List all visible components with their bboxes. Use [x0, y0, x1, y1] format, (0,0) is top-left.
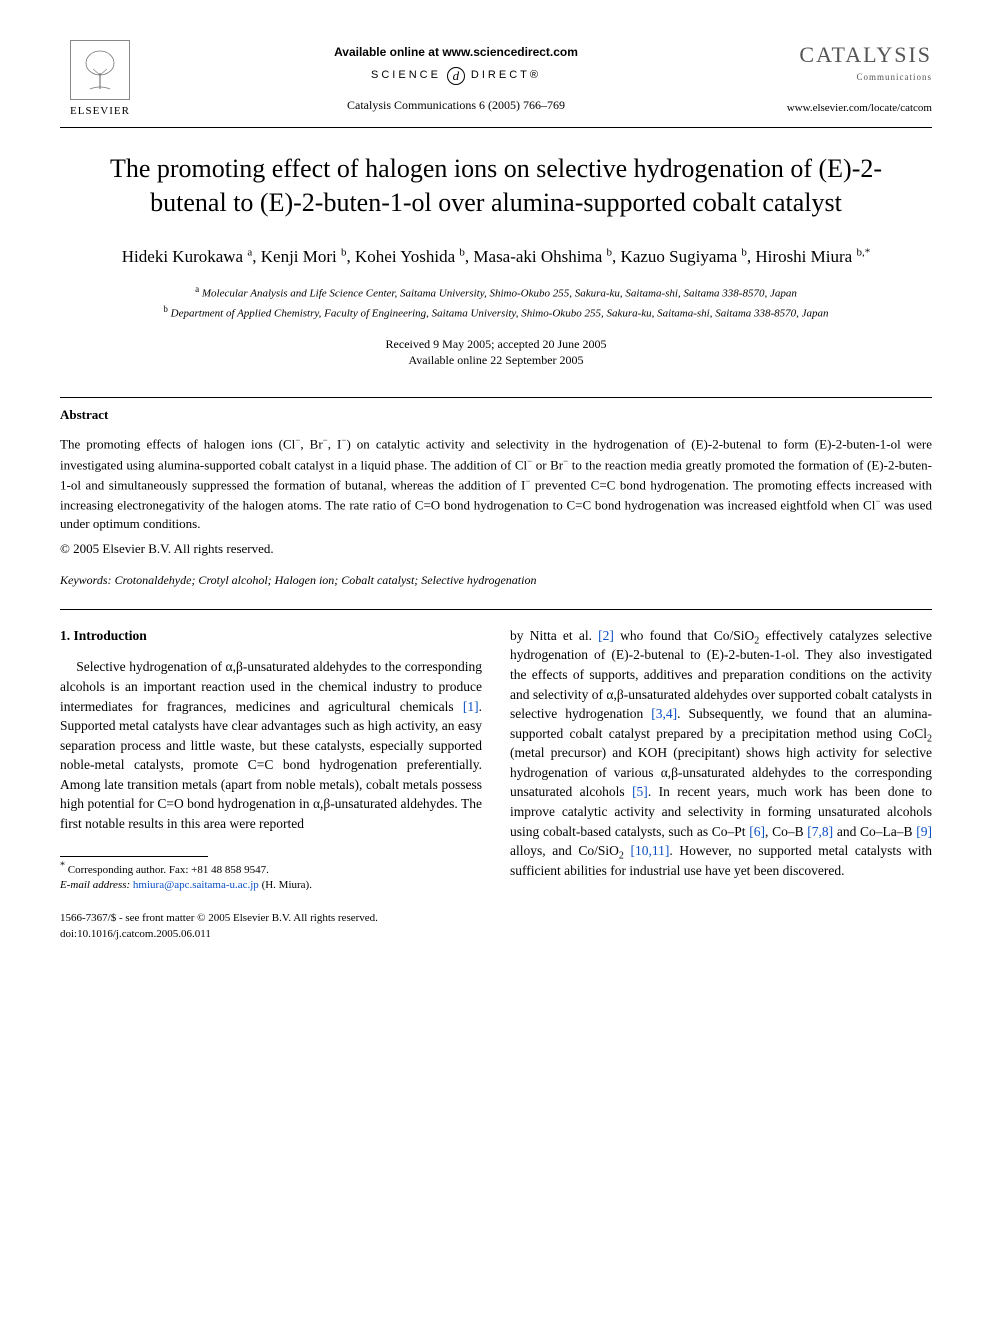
abstract-heading: Abstract — [60, 406, 932, 424]
abstract-text: The promoting effects of halogen ions (C… — [60, 434, 932, 534]
sd-d-icon: d — [447, 67, 465, 85]
body-columns: 1. Introduction Selective hydrogenation … — [60, 626, 932, 893]
footnote-rule — [60, 856, 208, 857]
journal-logo: CATALYSIS Communications www.elsevier.co… — [772, 40, 932, 117]
article-title: The promoting effect of halogen ions on … — [100, 152, 892, 220]
abstract-copyright: © 2005 Elsevier B.V. All rights reserved… — [60, 540, 932, 558]
publisher-name: ELSEVIER — [70, 104, 130, 119]
corr-email[interactable]: hmiura@apc.saitama-u.ac.jp — [133, 879, 259, 891]
corr-author-line: * Corresponding author. Fax: +81 48 858 … — [60, 863, 482, 878]
affiliations: a Molecular Analysis and Life Science Ce… — [60, 283, 932, 321]
available-online-text: Available online at www.sciencedirect.co… — [140, 44, 772, 61]
header-rule — [60, 127, 932, 128]
elsevier-tree-icon — [70, 40, 130, 100]
sciencedirect-logo: SCIENCE d DIRECT® — [140, 67, 772, 85]
corr-email-who: (H. Miura). — [262, 879, 312, 891]
keywords: Keywords: Crotonaldehyde; Crotyl alcohol… — [60, 572, 932, 589]
footer-doi: doi:10.1016/j.catcom.2005.06.011 — [60, 927, 932, 942]
abstract-bottom-rule — [60, 609, 932, 610]
header-center: Available online at www.sciencedirect.co… — [140, 40, 772, 114]
authors: Hideki Kurokawa a, Kenji Mori b, Kohei Y… — [60, 244, 932, 270]
intro-para-right: by Nitta et al. [2] who found that Co/Si… — [510, 626, 932, 880]
publisher-logo: ELSEVIER — [60, 40, 140, 119]
keywords-label: Keywords: — [60, 573, 112, 587]
page-header: ELSEVIER Available online at www.science… — [60, 40, 932, 119]
affiliation-a: a Molecular Analysis and Life Science Ce… — [60, 283, 932, 302]
article-dates: Received 9 May 2005; accepted 20 June 20… — [60, 336, 932, 370]
journal-url: www.elsevier.com/locate/catcom — [772, 101, 932, 116]
intro-heading: 1. Introduction — [60, 626, 482, 646]
sd-left: SCIENCE — [371, 68, 441, 83]
sd-right: DIRECT® — [471, 68, 541, 83]
abstract-top-rule — [60, 397, 932, 398]
corr-email-line: E-mail address: hmiura@apc.saitama-u.ac.… — [60, 878, 482, 893]
intro-para-left: Selective hydrogenation of α,β-unsaturat… — [60, 657, 482, 833]
journal-subtitle: Communications — [772, 71, 932, 84]
journal-reference: Catalysis Communications 6 (2005) 766–76… — [140, 97, 772, 114]
keywords-text: Crotonaldehyde; Crotyl alcohol; Halogen … — [115, 573, 537, 587]
page-footer: 1566-7367/$ - see front matter © 2005 El… — [60, 911, 932, 942]
footer-copyright: 1566-7367/$ - see front matter © 2005 El… — [60, 911, 932, 926]
journal-title: CATALYSIS — [772, 40, 932, 71]
corresponding-footnote: * Corresponding author. Fax: +81 48 858 … — [60, 863, 482, 894]
online-date: Available online 22 September 2005 — [60, 352, 932, 369]
received-date: Received 9 May 2005; accepted 20 June 20… — [60, 336, 932, 353]
column-left: 1. Introduction Selective hydrogenation … — [60, 626, 482, 893]
email-label: E-mail address: — [60, 879, 130, 891]
column-right: by Nitta et al. [2] who found that Co/Si… — [510, 626, 932, 893]
affiliation-b: b Department of Applied Chemistry, Facul… — [60, 303, 932, 322]
